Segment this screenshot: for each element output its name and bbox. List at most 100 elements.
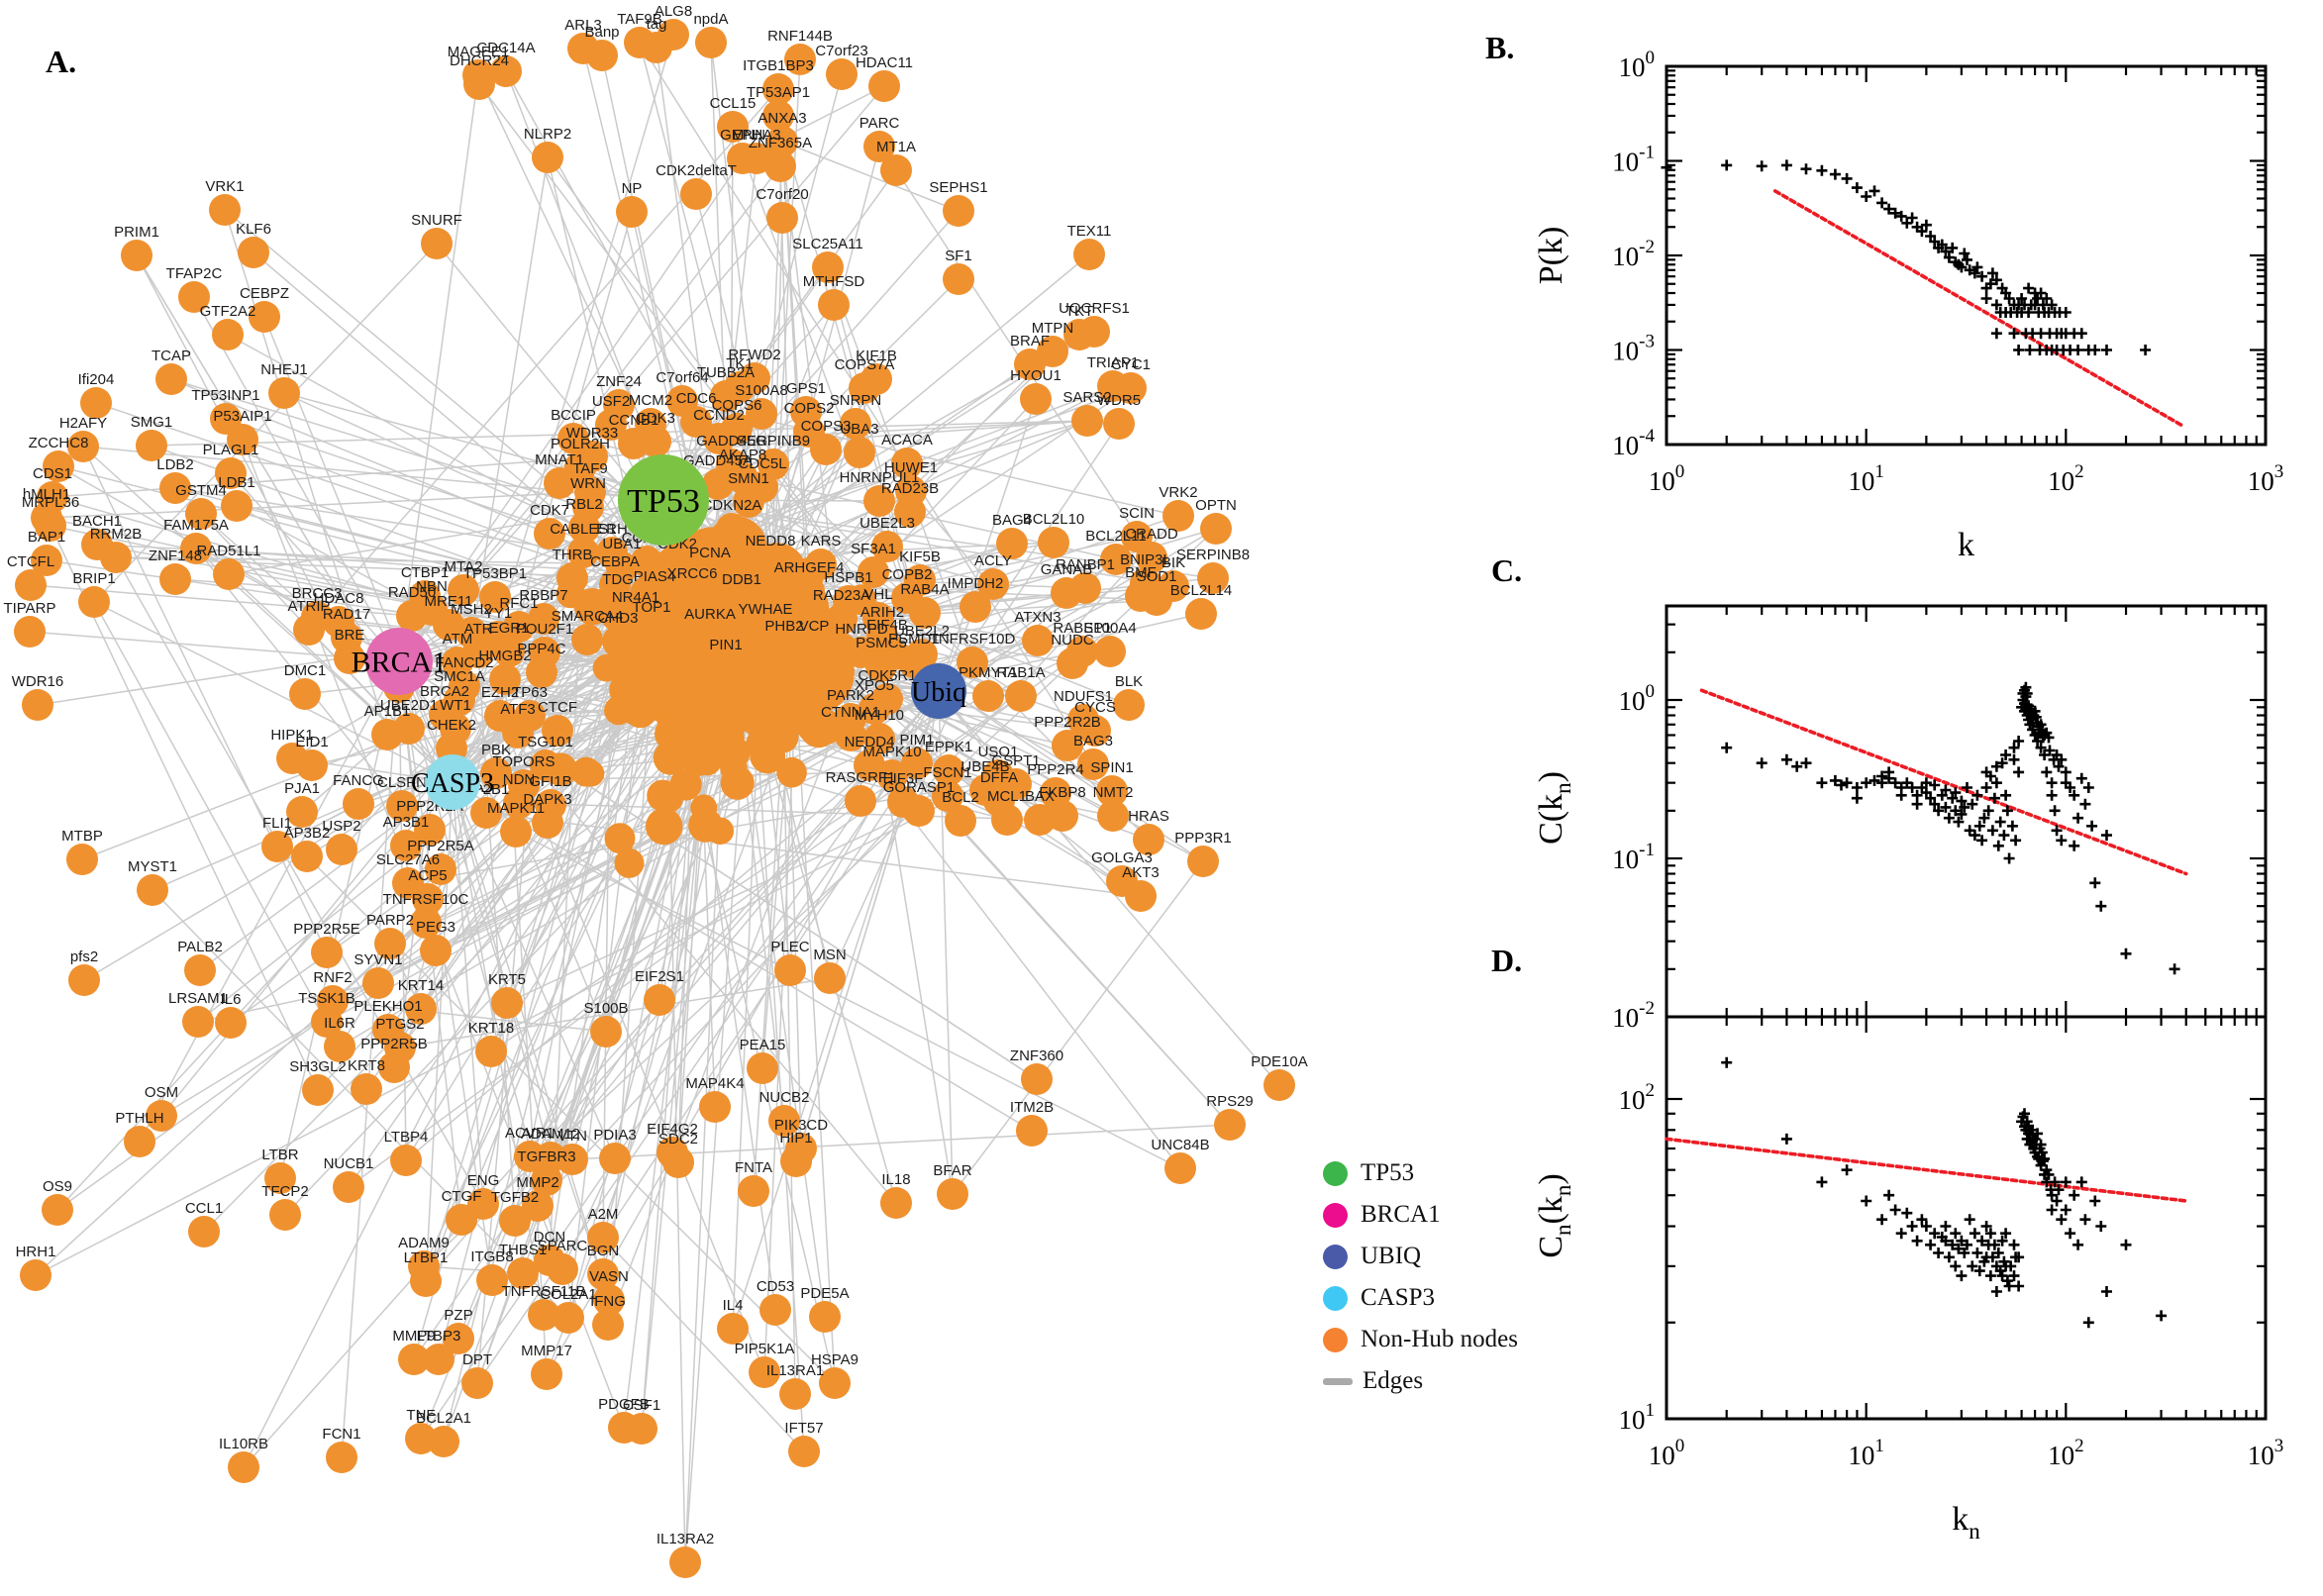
network-edge [50,525,319,1091]
network-node [334,643,365,674]
network-node [311,937,343,968]
network-hubs: TP53 BRCA1 Ubiq CASP3 [352,454,966,810]
network-node [81,529,113,560]
network-node-label: TAF9B [617,11,662,28]
network-node-label: BCL2A1 [416,1410,471,1427]
network-node-label: POU2F1 [516,621,573,638]
network-node-label: MYST1 [128,858,177,875]
network-node-label: CTCF [538,699,577,716]
network-node-label: GPS1 [786,380,826,397]
network-node [390,830,422,861]
network-legend: TP53 BRCA1 UBIQ CASP3 Non-Hub nodes Edges [1323,1152,1518,1402]
network-node-label: PDIA3 [593,1127,636,1144]
network-node [571,624,603,655]
network-node-label: BAG4 [992,512,1032,529]
network-hub-label: BRCA1 [352,647,448,679]
network-node-label: tag [647,16,667,33]
network-node-label: VHL [863,586,892,603]
panel-b-label: B. [1485,30,1515,65]
axis-tick-label: 103 [2248,1436,2284,1470]
network-node [991,804,1023,836]
network-node [556,1144,588,1175]
axis-tick-label: 100 [1619,48,1656,82]
network-node [326,1442,357,1473]
network-node-label: MTA2 [445,558,483,575]
network-node-label: KRT18 [468,1020,514,1037]
network-node [269,1199,301,1231]
network-node [209,194,241,226]
network-node [656,718,683,745]
network-node [1103,408,1135,440]
network-node-label: COPS6 [712,397,762,414]
network-node-label: AURKA [684,606,736,623]
network-node-label: TP53BP1 [463,565,527,582]
network-node-label: ARL3 [564,17,602,34]
network-node-label: IL4 [723,1297,744,1314]
network-node [425,853,456,885]
network-node-label: HMGB2 [478,648,531,664]
network-node [1115,372,1147,404]
network-node [587,1258,619,1290]
network-node-label: PEA15 [740,1037,786,1053]
network-node-label: TSG101 [518,734,573,750]
network-node-label: SPIN1 [1090,759,1133,776]
network-edge [452,781,1033,1132]
network-node-label: MYH10 [855,707,904,724]
network-node [880,1187,912,1219]
network-node-label: DHCR24 [450,52,509,69]
network-node-label: CTNNA1 [821,704,880,721]
network-node-label: CLSPN [377,774,427,791]
network-node [746,398,777,430]
network-node [333,1171,364,1203]
network-node [503,787,535,819]
network-node-label: CRADD [1125,526,1178,543]
network-node-label: KRT8 [348,1057,385,1074]
network-node-label: PKMYT1 [959,664,1018,681]
network-node [68,964,100,996]
network-node [479,581,511,613]
network-node-label: CCND2 [693,407,745,424]
legend-item-label: Edges [1363,1367,1424,1394]
network-node [121,240,152,271]
network-edge [193,296,400,662]
network-node [22,689,53,721]
network-node-label: LRSAM1 [168,990,228,1007]
network-node [749,1356,780,1388]
plot-ticks [1666,1017,2266,1421]
network-node [1094,636,1126,667]
network-node-label: TK1 [726,355,754,372]
network-node-label: SARS2 [1062,389,1111,406]
network-node-label: GADD45A [683,452,753,469]
network-node-label: SYVN1 [354,951,402,968]
network-node [809,1301,841,1333]
network-node [567,537,599,568]
network-edge [952,860,1204,1195]
network-node [514,700,546,732]
network-node-label: GOLGA3 [1091,849,1153,866]
axis-tick-label: 101 [1848,1436,1884,1470]
network-node-label: COPS3 [801,418,852,435]
network-node-label: CEBPA [590,553,640,570]
network-node [409,580,441,612]
network-node [351,1073,382,1105]
network-edge [152,889,569,1319]
network-node [80,387,112,419]
network-node-label: GORASP1 [883,779,956,796]
legend-item-brca1: BRCA1 [1323,1194,1518,1236]
network-node [644,984,675,1016]
network-node-label: PIN1 [709,637,742,653]
network-node-label: PIAS4 [634,568,676,585]
network-node [943,195,974,227]
network-node-label: USO1 [978,744,1019,760]
network-node-label: XPO5 [855,677,894,694]
network-node-label: ANXA3 [758,110,806,127]
network-node [264,1162,296,1194]
network-hub-ubiq [911,663,966,719]
panel-c-plot: 100 10-1 10-2 C(kn) [1533,604,2268,1033]
network-node [238,237,269,268]
network-node-label: UNC84B [1151,1137,1209,1153]
network-node-label: DMC1 [284,662,327,679]
network-edge [732,126,908,599]
